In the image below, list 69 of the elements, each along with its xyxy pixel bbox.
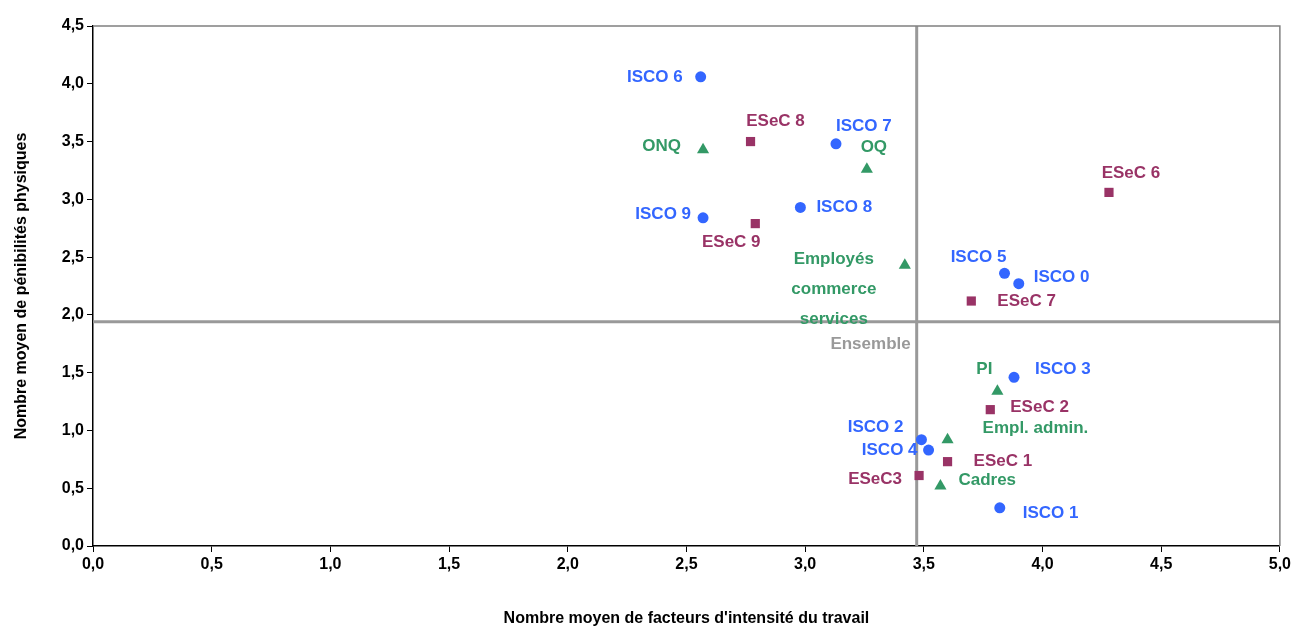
point <box>934 478 947 490</box>
x-axis-title: Nombre moyen de facteurs d'intensité du travail <box>503 608 870 626</box>
point <box>923 444 935 456</box>
annotation: ISCO 5 <box>950 246 1007 266</box>
point <box>695 71 707 83</box>
point <box>994 502 1006 514</box>
point <box>898 258 911 269</box>
x-tick-label: 3,5 <box>912 555 936 573</box>
x-tick-label: 3,0 <box>794 555 817 573</box>
annotation: ISCO 2 <box>847 417 904 437</box>
annotation: PI <box>976 358 993 378</box>
x-tick-label: 1,0 <box>319 555 342 573</box>
annotation: Empl. admin. <box>982 418 1089 438</box>
point <box>1008 371 1020 383</box>
point <box>1104 187 1114 197</box>
annotation: ESeC 6 <box>1101 163 1161 183</box>
annotation: ESeC 8 <box>746 111 805 131</box>
y-tick-label: 3,0 <box>61 189 85 207</box>
annotation: ISCO 9 <box>635 203 692 223</box>
point <box>697 212 709 224</box>
point <box>985 405 995 415</box>
annotation: ESeC 7 <box>997 290 1056 310</box>
y-tick-label: 1,0 <box>61 420 85 438</box>
point <box>745 136 756 147</box>
annotation: Employés commerce services <box>791 248 877 328</box>
annotation: ESeC3 <box>848 469 903 489</box>
annotation: ESeC 2 <box>1010 397 1069 417</box>
annotation: ISCO 3 <box>1035 358 1091 378</box>
x-tick-label: 4,0 <box>1031 555 1054 573</box>
annotation: ISCO 1 <box>1022 502 1079 522</box>
x-tick-label: 4,5 <box>1150 555 1173 573</box>
annotation: Cadres <box>958 469 1017 489</box>
point <box>794 201 806 213</box>
x-tick-label: 2,0 <box>556 555 579 573</box>
point <box>942 457 953 467</box>
point <box>830 138 842 150</box>
point <box>941 432 954 444</box>
y-tick-label: 2,0 <box>61 305 85 323</box>
x-tick-label: 2,5 <box>675 555 698 573</box>
annotation: ISCO 4 <box>861 439 919 459</box>
point <box>914 470 924 481</box>
y-axis-title: Nombre moyen de pénibilités physiques <box>12 132 30 440</box>
point <box>860 162 873 173</box>
annotation: ONQ <box>642 136 682 156</box>
x-tick-label: 0,5 <box>200 555 223 573</box>
x-tick-label: 5,0 <box>1268 555 1292 573</box>
annotation: ESeC 1 <box>973 451 1033 471</box>
ref-line-label: Ensemble <box>830 334 911 354</box>
y-tick-label: 0,5 <box>61 478 85 496</box>
annotation: ISCO 0 <box>1033 267 1090 287</box>
x-tick-label: 1,5 <box>437 555 461 573</box>
y-tick-label: 0,0 <box>61 536 85 554</box>
annotation: OQ <box>860 136 888 156</box>
y-tick-label: 4,5 <box>61 16 85 34</box>
point <box>991 384 1004 395</box>
y-tick-label: 1,5 <box>61 363 85 381</box>
x-tick-label: 0,0 <box>81 555 105 573</box>
y-tick-label: 4,0 <box>61 74 85 92</box>
point <box>750 219 760 229</box>
y-tick-label: 3,5 <box>61 131 85 149</box>
point <box>1013 278 1025 290</box>
point <box>696 142 710 154</box>
point <box>999 267 1011 279</box>
y-tick-label: 2,5 <box>61 247 85 265</box>
annotation: ISCO 7 <box>835 115 892 135</box>
annotation: ISCO 6 <box>626 66 683 86</box>
point <box>966 296 976 306</box>
annotation: ISCO 8 <box>816 197 873 217</box>
annotation: ESeC 9 <box>701 232 761 252</box>
